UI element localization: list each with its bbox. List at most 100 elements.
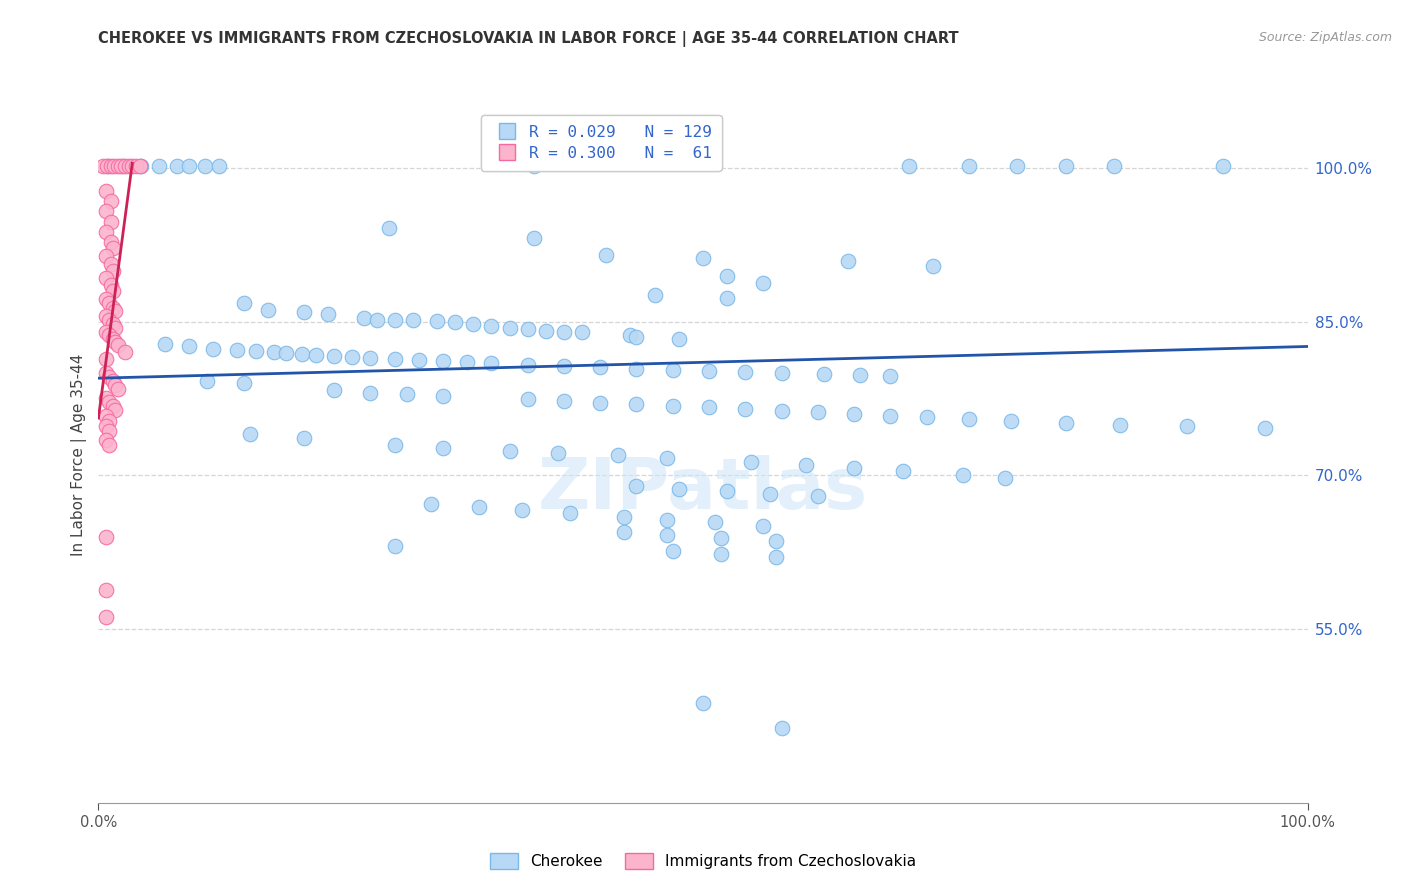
Point (263, 344, 285, 359)
Point (1000, 414, 1022, 428)
Point (710, 547, 733, 561)
Point (166, 160, 188, 174)
Point (98, 296, 121, 310)
Point (481, 318, 503, 333)
Point (98, 394, 121, 409)
Point (94, 309, 117, 323)
Point (752, 276, 775, 290)
Point (547, 446, 569, 460)
Point (498, 321, 520, 335)
Point (813, 367, 835, 381)
Point (98, 414, 121, 428)
Point (644, 288, 666, 302)
Point (770, 366, 793, 380)
Point (807, 405, 830, 419)
Point (104, 303, 127, 318)
Point (148, 160, 170, 174)
Point (202, 342, 225, 356)
Point (384, 438, 406, 452)
Point (111, 160, 134, 174)
Point (104, 403, 127, 417)
Point (153, 337, 176, 351)
Point (104, 378, 127, 392)
Point (179, 339, 201, 353)
Point (360, 351, 382, 365)
Point (626, 478, 648, 492)
Point (94, 419, 117, 434)
Point (94, 433, 117, 447)
Point (232, 376, 254, 391)
Point (655, 450, 678, 465)
Point (523, 160, 546, 174)
Point (432, 441, 454, 455)
Point (402, 313, 425, 327)
Point (558, 506, 581, 520)
Point (510, 503, 533, 517)
Point (921, 259, 943, 273)
Point (668, 332, 690, 346)
Text: ZIPatlas: ZIPatlas (538, 455, 868, 524)
Point (794, 458, 817, 472)
Point (589, 359, 612, 374)
Point (1254, 421, 1277, 435)
Text: Source: ZipAtlas.com: Source: ZipAtlas.com (1258, 31, 1392, 45)
Point (613, 524, 636, 539)
Point (94, 225, 117, 239)
Point (239, 427, 262, 442)
Point (626, 330, 648, 344)
Point (481, 356, 503, 370)
Point (94, 391, 117, 405)
Point (716, 268, 738, 283)
Point (432, 388, 454, 402)
Point (1175, 419, 1198, 434)
Point (498, 443, 520, 458)
Point (752, 518, 775, 533)
Point (837, 253, 859, 268)
Point (668, 482, 690, 496)
Point (101, 264, 124, 278)
Point (98, 425, 121, 439)
Point (957, 160, 980, 174)
Point (94, 249, 117, 263)
Point (98, 313, 121, 327)
Point (125, 160, 148, 174)
Point (844, 461, 866, 475)
Point (1102, 160, 1125, 174)
Point (807, 489, 830, 503)
Legend: R = 0.029   N = 129, R = 0.300   N =  61: R = 0.029 N = 129, R = 0.300 N = 61 (481, 115, 721, 170)
Point (765, 533, 787, 548)
Point (710, 531, 733, 545)
Point (765, 550, 787, 565)
Point (342, 350, 364, 364)
Point (716, 483, 738, 498)
Point (129, 160, 152, 174)
Point (107, 383, 129, 397)
Point (101, 301, 124, 315)
Point (384, 351, 406, 366)
Point (692, 696, 714, 710)
Point (104, 335, 127, 350)
Point (571, 325, 593, 339)
Point (420, 497, 443, 511)
Point (114, 344, 136, 359)
Point (323, 384, 346, 398)
Point (595, 248, 617, 262)
Point (426, 314, 449, 328)
Point (101, 284, 124, 298)
Point (770, 404, 793, 418)
Point (915, 410, 938, 425)
Point (94, 582, 117, 597)
Point (101, 332, 124, 346)
Point (101, 399, 124, 413)
Point (697, 400, 720, 414)
Point (1054, 160, 1077, 174)
Point (619, 328, 641, 343)
Point (758, 487, 780, 501)
Point (194, 160, 217, 174)
Point (734, 365, 756, 379)
Point (534, 324, 557, 338)
Point (100, 235, 122, 249)
Point (94, 366, 117, 380)
Legend: Cherokee, Immigrants from Czechoslovakia: Cherokee, Immigrants from Czechoslovakia (484, 847, 922, 875)
Point (553, 393, 575, 408)
